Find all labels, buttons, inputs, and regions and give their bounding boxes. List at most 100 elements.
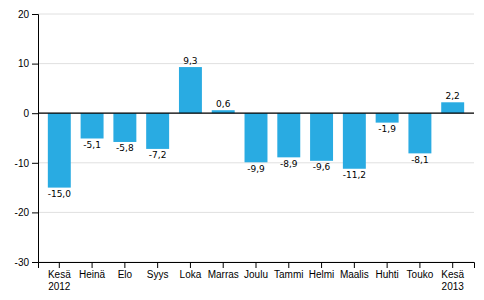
bar (113, 113, 136, 142)
x-tick-mark (354, 262, 355, 268)
data-label: -5,1 (83, 140, 101, 150)
bar (245, 113, 268, 162)
bar (146, 113, 169, 149)
x-tick: Joulu (244, 262, 268, 280)
y-tick: 10 (18, 58, 38, 69)
x-tick-label: Elo (118, 269, 133, 280)
data-label: 2,2 (446, 91, 460, 101)
x-axis: Kesä2012HeinäEloSyysLokaMarrasJouluTammi… (39, 262, 475, 292)
bar (81, 113, 104, 138)
y-tick-label: 0 (23, 108, 29, 119)
x-tick-mark (387, 262, 388, 268)
x-tick-mark (321, 262, 322, 268)
x-tick-label: Heinä (79, 269, 106, 280)
bar (376, 113, 399, 122)
x-tick: Marras (208, 262, 239, 280)
x-tick-label-line: Loka (180, 269, 202, 280)
data-label: -5,8 (116, 143, 134, 153)
bars (48, 67, 464, 188)
y-axis-line (32, 15, 39, 263)
x-tick-label-line: Kesä (441, 269, 464, 280)
x-tick-label: Tammi (274, 269, 303, 280)
x-tick-mark (124, 262, 125, 268)
bar (343, 113, 366, 169)
chart-container: -30-20-1001020Kesä2012HeinäEloSyysLokaMa… (0, 0, 484, 300)
x-tick-label-line: 2013 (442, 281, 465, 292)
x-tick: Maalis (340, 262, 369, 280)
grid (38, 14, 474, 262)
data-label: -15,0 (48, 189, 72, 199)
data-label: 9,3 (183, 56, 197, 66)
x-tick-label: Syys (147, 269, 169, 280)
y-tick: -10 (15, 158, 38, 169)
y-tick-label: 20 (18, 9, 30, 20)
bar (310, 113, 333, 161)
x-tick-label-line: Marras (208, 269, 239, 280)
x-tick: Loka (180, 262, 202, 280)
x-tick-label: Touko (407, 269, 434, 280)
x-tick-label: Joulu (244, 269, 268, 280)
x-tick-label-line: 2012 (48, 281, 71, 292)
y-tick: 20 (18, 9, 38, 20)
x-tick-label-line: Huhti (375, 269, 398, 280)
grid-line (38, 14, 474, 15)
bar (408, 113, 431, 153)
x-tick-mark (419, 262, 420, 268)
x-tick-mark (92, 262, 93, 268)
grid-line (38, 63, 474, 64)
data-label: -7,2 (149, 150, 167, 160)
x-tick-mark (288, 262, 289, 268)
x-tick-label-line: Maalis (340, 269, 369, 280)
x-tick-mark (256, 262, 257, 268)
bar (48, 113, 71, 187)
data-labels: -15,0 -5,1 -5,8 -7,2 9,3 0,6 -9,9 -8,9 -9,6 -11,2… (48, 56, 460, 199)
bar (277, 113, 300, 157)
x-tick-label-line: Tammi (274, 269, 303, 280)
x-tick-label-line: Helmi (309, 269, 335, 280)
chart: -30-20-1001020Kesä2012HeinäEloSyysLokaMa… (0, 0, 484, 300)
data-label: -11,2 (343, 170, 366, 180)
y-tick-mark (32, 14, 38, 15)
x-tick-mark (157, 262, 158, 268)
data-label: 0,6 (216, 99, 231, 109)
x-tick: Touko (407, 262, 434, 280)
y-axis: -30 -20 -10 0 10 20 (15, 9, 39, 268)
x-tick: Huhti (375, 262, 398, 280)
data-label: -8,9 (280, 159, 298, 169)
bar (179, 67, 202, 113)
x-tick-label: Maalis (340, 269, 369, 280)
x-tick-label-line: Heinä (79, 269, 106, 280)
grid-line (38, 113, 474, 114)
data-label: -9,6 (313, 162, 331, 172)
y-tick-label: -30 (15, 257, 30, 268)
x-tick-mark (452, 262, 453, 268)
y-tick: -20 (15, 207, 38, 218)
y-tick-mark (32, 64, 38, 65)
grid-line (38, 212, 474, 213)
x-tick-mark (223, 262, 224, 268)
x-tick: Syys (147, 262, 169, 280)
x-tick-label: Kesä2013 (441, 269, 464, 292)
y-tick: 0 (23, 108, 38, 119)
x-tick-label: Marras (208, 269, 239, 280)
x-tick-label-line: Elo (118, 269, 133, 280)
x-tick-label-line: Touko (407, 269, 434, 280)
y-tick-mark (32, 113, 38, 114)
zero-line (38, 113, 474, 114)
y-tick-mark (32, 262, 38, 263)
x-tick-label: Kesä2012 (48, 269, 71, 292)
x-tick: Elo (118, 262, 133, 280)
x-tick-mark (190, 262, 191, 268)
x-tick-label: Huhti (375, 269, 398, 280)
y-tick-label: -10 (15, 158, 30, 169)
x-tick-label: Loka (180, 269, 202, 280)
data-label: -9,9 (247, 164, 265, 174)
x-tick: Kesä2013 (441, 262, 464, 292)
x-tick: Kesä2012 (48, 262, 71, 292)
plot: -30-20-1001020Kesä2012HeinäEloSyysLokaMa… (15, 9, 475, 292)
y-tick-mark (32, 163, 38, 164)
x-tick: Tammi (274, 262, 303, 280)
data-label: -8,1 (411, 155, 429, 165)
data-label: -1,9 (378, 124, 396, 134)
x-axis-line (39, 263, 475, 269)
